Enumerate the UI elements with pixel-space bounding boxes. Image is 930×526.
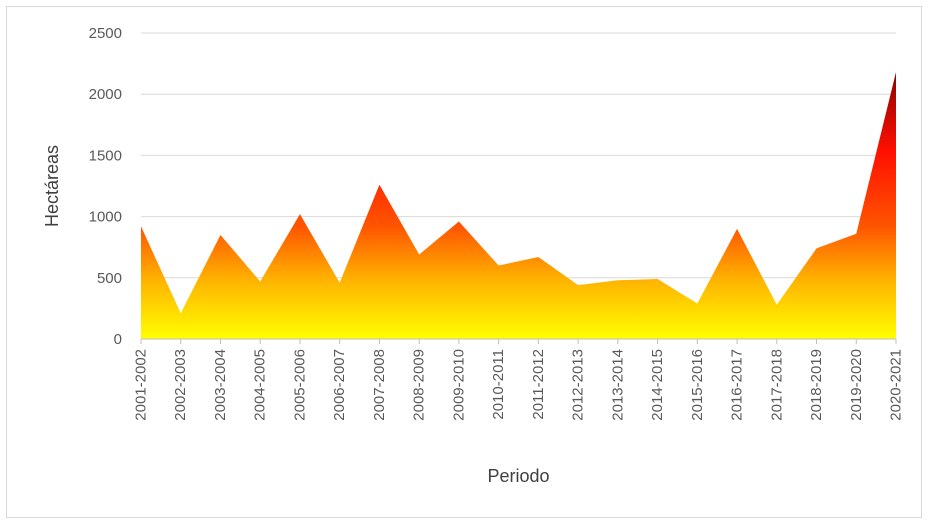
x-tick-label: 2019-2020 [848, 349, 865, 421]
y-tick-label: 500 [97, 270, 122, 287]
x-tick-label: 2005-2006 [291, 349, 308, 421]
x-tick-label: 2013-2014 [609, 349, 626, 421]
y-tick-label: 2000 [89, 86, 122, 103]
y-tick-label: 1000 [89, 209, 122, 226]
x-tick-label: 2007-2008 [371, 349, 388, 421]
x-tick-label: 2014-2015 [649, 349, 666, 421]
y-tick-label: 2500 [89, 25, 122, 42]
x-tick-label: 2017-2018 [768, 349, 785, 421]
x-tick-label: 2008-2009 [411, 349, 428, 421]
area-series [141, 72, 896, 339]
x-tick-label: 2006-2007 [331, 349, 348, 421]
x-tick-label: 2010-2011 [490, 349, 507, 420]
x-tick-label: 2012-2013 [570, 349, 587, 421]
x-tick-label: 2009-2010 [450, 349, 467, 421]
x-tick-label: 2004-2005 [252, 349, 269, 421]
x-tick-label: 2018-2019 [808, 349, 825, 421]
x-tick-label: 2001-2002 [133, 349, 150, 421]
gridlines [141, 32, 896, 279]
x-tick-label: 2003-2004 [212, 349, 229, 421]
y-tick-label: 0 [114, 331, 122, 348]
x-tick-label: 2016-2017 [729, 349, 746, 421]
x-tick-label: 2002-2003 [172, 349, 189, 421]
y-tick-label: 1500 [89, 147, 122, 164]
x-tick-label: 2020-2021 [888, 349, 905, 421]
x-axis-title: Periodo [487, 466, 549, 486]
y-tick-labels: 0 500 1000 1500 2000 2500 [89, 25, 122, 348]
x-tick-label: 2015-2016 [689, 349, 706, 421]
y-axis-title: Hectáreas [42, 145, 62, 227]
x-tick-labels: 2001-2002 2002-2003 2003-2004 2004-2005 2005… [133, 339, 905, 421]
x-tick-label: 2011-2012 [530, 349, 547, 420]
